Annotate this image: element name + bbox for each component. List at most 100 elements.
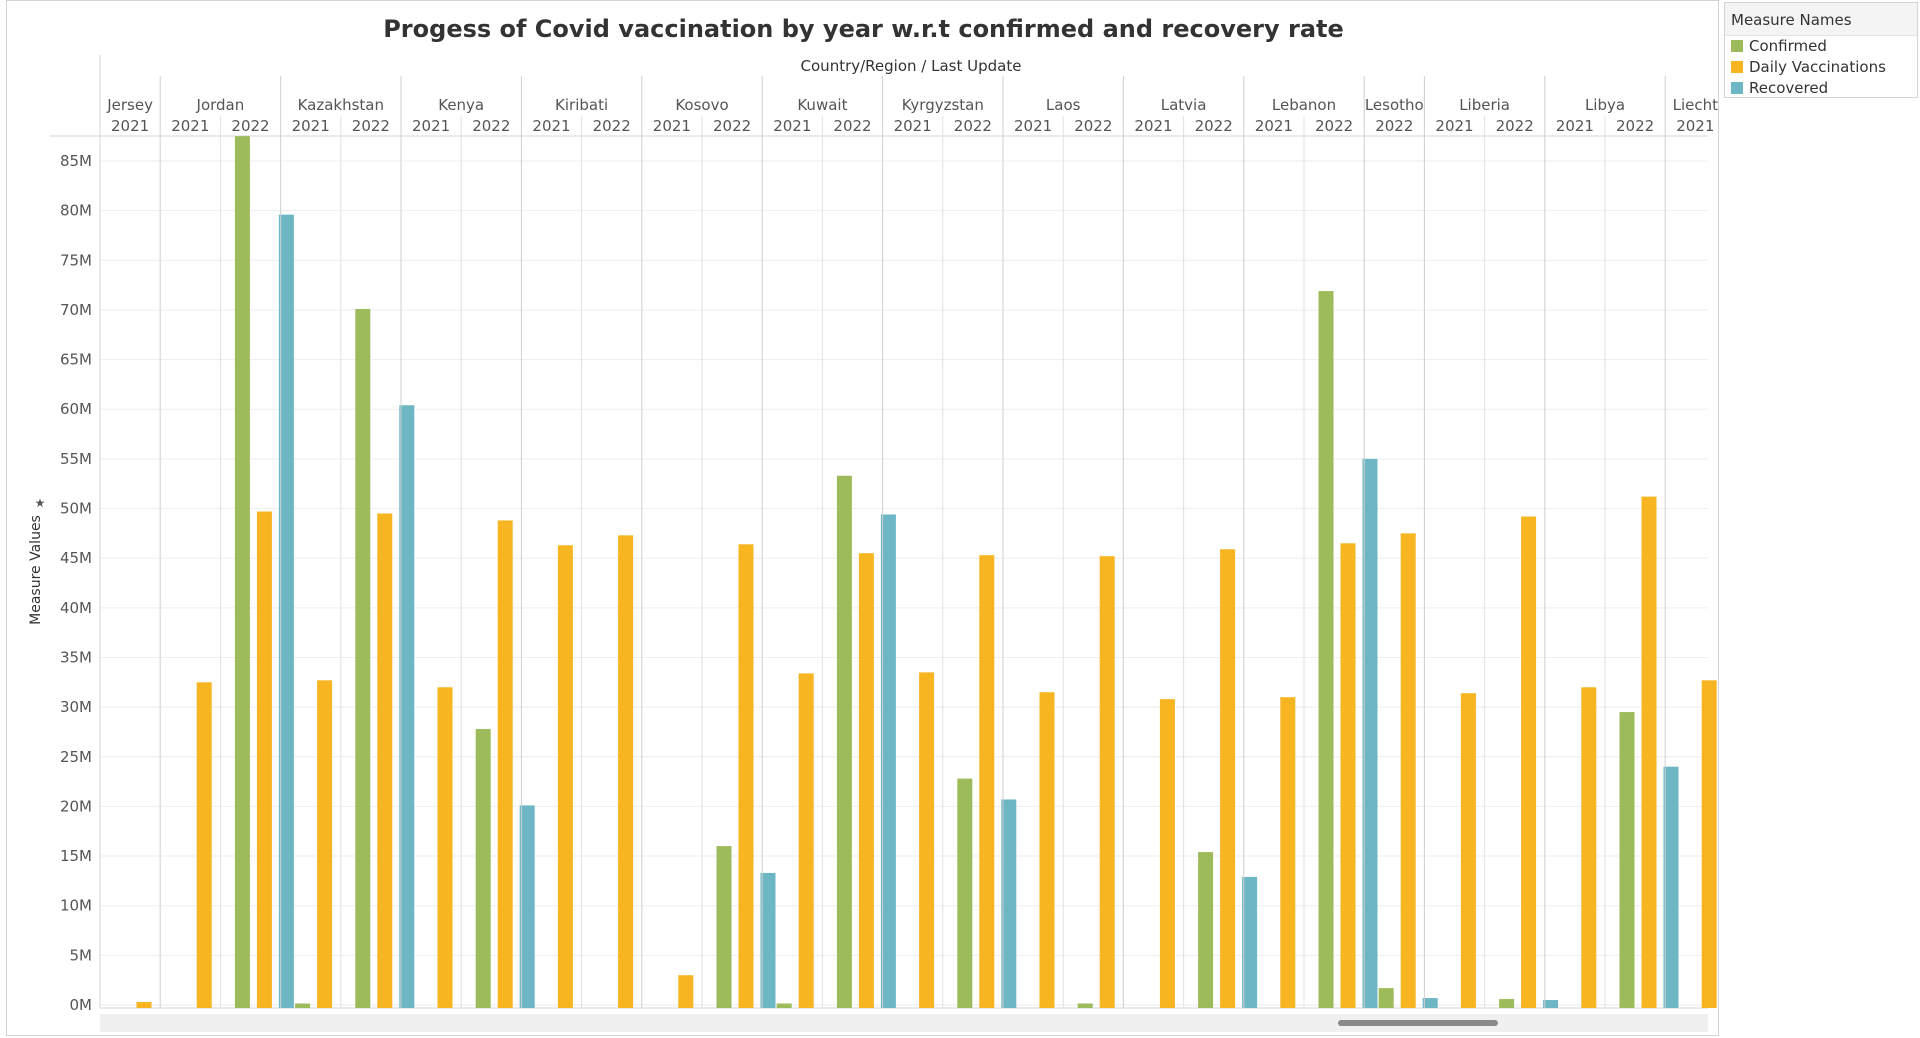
bar-daily-vaccinations [1460, 693, 1476, 1008]
bar-recovered [399, 405, 415, 1008]
y-tick-label: 10M [60, 897, 92, 915]
country-label: Kazakhstan [298, 96, 384, 114]
legend[interactable]: Measure Names Confirmed Daily Vaccination… [1724, 2, 1918, 98]
bar-daily-vaccinations [1641, 496, 1657, 1008]
bar-daily-vaccinations [136, 1002, 152, 1008]
country-label: Kiribati [555, 96, 608, 114]
y-tick-label: 60M [60, 400, 92, 418]
legend-item-daily-vaccinations[interactable]: Daily Vaccinations [1725, 57, 1917, 78]
bar-confirmed [776, 1003, 792, 1008]
bar-daily-vaccinations [256, 511, 272, 1008]
bar-daily-vaccinations [377, 513, 393, 1008]
legend-swatch [1731, 82, 1743, 94]
year-label: 2021 [1556, 117, 1594, 135]
year-label: 2021 [532, 117, 570, 135]
bar-daily-vaccinations [798, 673, 814, 1008]
chart-title: Progess of Covid vaccination by year w.r… [383, 15, 1344, 43]
y-tick-label: 45M [60, 549, 92, 567]
bar-daily-vaccinations [738, 544, 754, 1008]
year-label: 2022 [954, 117, 992, 135]
country-label: Liberia [1459, 96, 1510, 114]
bar-confirmed [1318, 291, 1334, 1008]
year-label: 2022 [1315, 117, 1353, 135]
bar-daily-vaccinations [858, 553, 874, 1008]
y-tick-label: 85M [60, 152, 92, 170]
bar-daily-vaccinations [317, 680, 333, 1008]
legend-label: Confirmed [1749, 37, 1827, 55]
y-tick-label: 15M [60, 847, 92, 865]
country-label: Laos [1046, 96, 1081, 114]
y-tick-label: 65M [60, 351, 92, 369]
year-label: 2021 [111, 117, 149, 135]
legend-title: Measure Names [1725, 3, 1917, 36]
year-label: 2022 [713, 117, 751, 135]
bar-daily-vaccinations [557, 545, 573, 1008]
column-header-title: Country/Region / Last Update [800, 57, 1022, 75]
country-label: Kyrgyzstan [902, 96, 984, 114]
bar-recovered [1663, 766, 1679, 1008]
bar-confirmed [475, 728, 491, 1008]
country-label: Jordan [196, 96, 245, 114]
y-tick-label: 55M [60, 450, 92, 468]
year-label: 2021 [894, 117, 932, 135]
bar-daily-vaccinations [437, 687, 453, 1008]
bar-recovered [1001, 799, 1017, 1008]
country-label: Lebanon [1272, 96, 1336, 114]
chart-plot[interactable]: 0M 5M 10M 15M 20M 25M 30M 35M 40M 45M 50M 55M 60M 65M… [6, 0, 1719, 1036]
y-tick-label: 75M [60, 251, 92, 269]
year-label: 2021 [292, 117, 330, 135]
year-label: 2022 [593, 117, 631, 135]
legend-swatch [1731, 40, 1743, 52]
year-label: 2022 [352, 117, 390, 135]
y-tick-label: 20M [60, 797, 92, 815]
bar-confirmed [1077, 1003, 1093, 1008]
bar-daily-vaccinations [1099, 556, 1115, 1008]
bar-daily-vaccinations [1220, 549, 1236, 1008]
legend-item-confirmed[interactable]: Confirmed [1725, 36, 1917, 57]
legend-items: Confirmed Daily Vaccinations Recovered [1725, 36, 1917, 99]
year-label: 2022 [1195, 117, 1233, 135]
bar-daily-vaccinations [497, 520, 513, 1008]
bar-recovered [519, 805, 535, 1008]
country-label: Libya [1585, 96, 1625, 114]
country-label: Kenya [438, 96, 484, 114]
bar-confirmed [716, 846, 732, 1008]
country-label: Lesotho [1365, 96, 1424, 114]
y-tick-label: 0M [70, 996, 93, 1014]
year-label: 2021 [412, 117, 450, 135]
y-tick-label: 25M [60, 748, 92, 766]
year-label: 2021 [773, 117, 811, 135]
bar-recovered [278, 214, 294, 1008]
country-label: Kosovo [675, 96, 728, 114]
country-label: Kuwait [797, 96, 847, 114]
legend-swatch [1731, 61, 1743, 73]
bar-recovered [1422, 998, 1438, 1008]
year-label: 2021 [171, 117, 209, 135]
legend-item-recovered[interactable]: Recovered [1725, 78, 1917, 99]
bar-daily-vaccinations [1400, 533, 1416, 1008]
y-tick-label: 35M [60, 648, 92, 666]
y-tick-label: 70M [60, 301, 92, 319]
year-label: 2022 [1616, 117, 1654, 135]
legend-label: Daily Vaccinations [1749, 58, 1886, 76]
scrollbar-track [100, 1014, 1708, 1032]
year-label: 2021 [1134, 117, 1172, 135]
year-label: 2021 [1435, 117, 1473, 135]
bar-daily-vaccinations [1581, 687, 1597, 1008]
bar-confirmed [1378, 988, 1394, 1008]
y-axis-label: Measure Values [28, 515, 44, 625]
bar-recovered [760, 872, 776, 1008]
bar-confirmed [234, 136, 250, 1009]
bar-daily-vaccinations [919, 672, 935, 1008]
legend-label: Recovered [1749, 79, 1829, 97]
bar-daily-vaccinations [196, 682, 212, 1008]
bar-daily-vaccinations [1340, 543, 1356, 1008]
year-label: 2021 [653, 117, 691, 135]
sort-icon: ★ [35, 496, 46, 510]
bar-daily-vaccinations [1701, 680, 1717, 1008]
scrollbar-thumb[interactable] [1338, 1020, 1498, 1026]
bar-daily-vaccinations [678, 975, 694, 1008]
country-label: Jersey [106, 96, 153, 114]
year-label: 2022 [472, 117, 510, 135]
year-label: 2022 [1375, 117, 1413, 135]
